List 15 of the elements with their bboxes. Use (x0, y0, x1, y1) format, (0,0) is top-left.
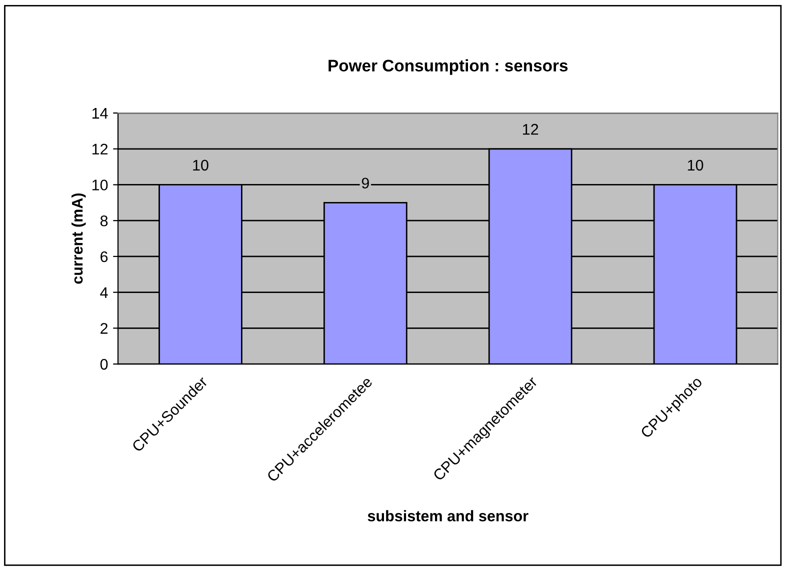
y-tick-label: 8 (100, 215, 108, 226)
y-tick-label: 4 (100, 287, 108, 298)
y-tick-label: 0 (100, 358, 108, 370)
data-label: 10 (193, 160, 208, 171)
y-tick-label: 2 (100, 323, 108, 334)
data-label: 12 (523, 124, 538, 135)
data-label: 10 (688, 160, 704, 171)
y-tick-label: 12 (92, 144, 108, 154)
y-tick-label: 14 (92, 108, 108, 119)
y-tick-label: 6 (100, 251, 108, 262)
data-label: 9 (362, 178, 369, 189)
x-axis-title: subsistem and sensor (368, 510, 528, 522)
y-axis-title: current (mA) (71, 193, 86, 284)
y-tick-label: 10 (92, 180, 108, 190)
chart-title: Power Consumption : sensors (328, 59, 568, 75)
